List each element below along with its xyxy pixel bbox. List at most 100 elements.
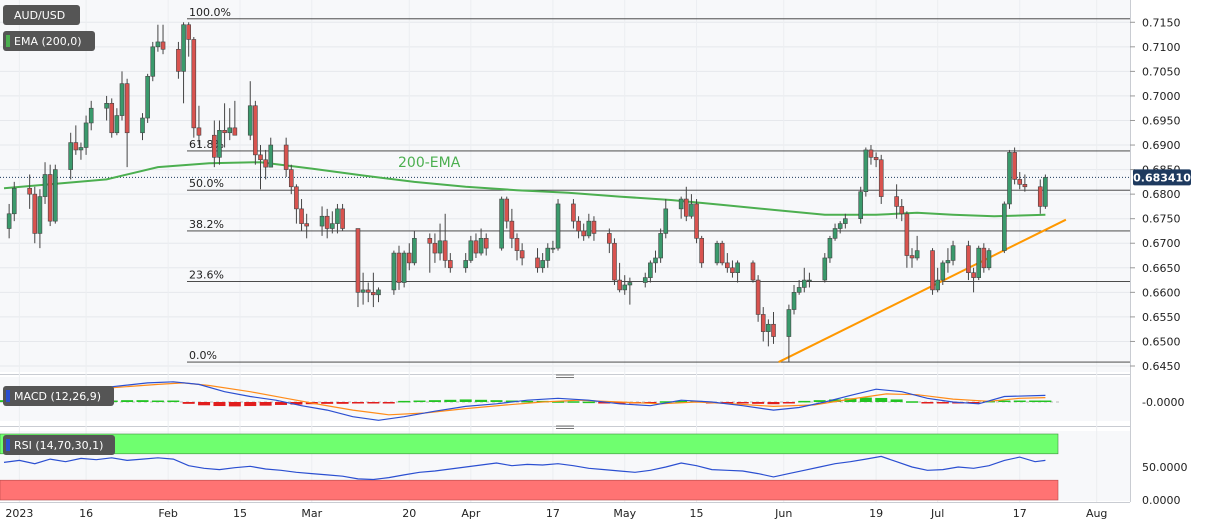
bullish-candle [555, 199, 561, 251]
bullish-candle [463, 253, 469, 273]
rsi-indicator-badge[interactable]: RSI (14,70,30,1) [3, 435, 115, 455]
macd-histogram-bar [198, 402, 211, 406]
candle-body [32, 193, 38, 234]
candle-body [627, 282, 633, 286]
fib-level-label: 0.0% [189, 349, 217, 362]
date-tick-label: 20 [402, 507, 416, 520]
candle-body [678, 198, 684, 210]
candle-body [904, 213, 910, 256]
fibonacci-levels: 100.0%61.8%50.0%38.2%23.6%0.0% [0, 6, 1130, 363]
bullish-candle [114, 108, 120, 136]
price-tick-label: 0.6500 [1142, 335, 1181, 348]
candle-body [914, 250, 920, 259]
bullish-candle [11, 181, 17, 222]
bearish-candle [355, 228, 361, 308]
candle-body [658, 233, 663, 259]
macd-histogram-bar [521, 400, 534, 403]
bullish-candle [335, 203, 340, 234]
price-tick-label: 0.6800 [1142, 188, 1181, 201]
candle-body [391, 252, 397, 291]
bullish-candle [622, 275, 628, 295]
last-price-badge: 0.683410 [1133, 169, 1191, 186]
bullish-candle [832, 223, 838, 241]
rsi-resize-handle[interactable] [556, 425, 574, 429]
bearish-candle [32, 186, 38, 244]
price-tick-label: 0.7000 [1142, 90, 1181, 103]
bullish-candle [145, 73, 150, 123]
macd-indicator-badge[interactable]: MACD (12,26,9) [3, 386, 114, 406]
candle-body [253, 105, 258, 156]
candle-body [140, 117, 145, 134]
bullish-candle [545, 243, 551, 268]
macd-line [3, 381, 1046, 421]
candle-body [935, 279, 940, 291]
bullish-candle [914, 235, 920, 261]
candle-body [966, 245, 971, 274]
candle-body [807, 279, 812, 282]
bullish-candle [714, 240, 720, 266]
bearish-candle [868, 145, 874, 165]
macd-histogram-bar [413, 400, 426, 403]
macd-histogram-bar [444, 399, 457, 402]
bullish-candle [735, 260, 740, 283]
candle-body [406, 252, 412, 264]
macd-histogram-bar [752, 402, 765, 404]
bullish-candle [217, 120, 222, 165]
candle-body [540, 260, 545, 269]
ema-indicator-badge[interactable]: EMA (200,0) [3, 31, 95, 51]
candle-body [104, 102, 109, 109]
macd-histogram-bar [598, 402, 611, 404]
macd-resize-handle[interactable] [556, 374, 574, 378]
macd-histogram-bar [428, 400, 441, 402]
rsi-bands [0, 433, 1059, 501]
price-axis: 0.7150 0.7100 0.7050 0.7000 0.6950 0.6900 0.68… [1130, 16, 1188, 507]
macd-histogram-bar [798, 400, 811, 403]
bullish-candle [42, 162, 48, 204]
bullish-candle [319, 206, 325, 236]
price-tick-label: 0.6750 [1142, 213, 1181, 226]
bearish-candle [719, 240, 725, 266]
candle-body [663, 208, 669, 234]
bearish-candle [304, 213, 309, 239]
candle-body [837, 223, 843, 229]
price-tick-label: 0.6700 [1142, 237, 1181, 250]
candle-body [88, 107, 94, 124]
candle-body [1007, 152, 1012, 205]
bearish-candle [186, 22, 191, 57]
candle-body [766, 323, 771, 332]
candle-body [1012, 152, 1017, 180]
macd-histogram-bar [582, 401, 595, 404]
bearish-candle [571, 199, 576, 229]
macd-histogram-bar [875, 397, 888, 402]
bullish-candle [412, 230, 417, 266]
macd-histogram-bar [398, 400, 411, 403]
bullish-candle [940, 260, 946, 285]
bearish-candle [196, 105, 202, 146]
macd-histogram-bar [244, 402, 257, 407]
fib-level-label: 50.0% [189, 177, 224, 190]
bullish-candle [801, 267, 807, 293]
bearish-candle [519, 243, 525, 266]
bullish-candle [360, 272, 366, 305]
date-tick-label: Jun [774, 507, 792, 520]
bearish-candle [699, 235, 704, 268]
bullish-candle [935, 267, 940, 293]
bullish-candle [52, 164, 58, 224]
candle-body [760, 314, 766, 332]
candle-body [304, 223, 309, 227]
macd-histogram-bar [475, 399, 488, 402]
macd-histogram-bar [1029, 400, 1042, 403]
bullish-candle [104, 95, 109, 121]
bearish-candle [612, 238, 617, 285]
candle-body [950, 245, 956, 261]
bullish-candle [140, 113, 145, 141]
bearish-candle [981, 243, 987, 273]
grid-lines [0, 0, 1130, 502]
bearish-candle [909, 248, 915, 268]
symbol-badge[interactable]: AUD/USD [3, 5, 80, 25]
candle-body [360, 289, 366, 293]
macd-histogram-bar [228, 402, 241, 407]
date-tick-label: Feb [158, 507, 177, 520]
price-tick-label: 0.7050 [1142, 65, 1181, 78]
candle-body [617, 279, 622, 291]
